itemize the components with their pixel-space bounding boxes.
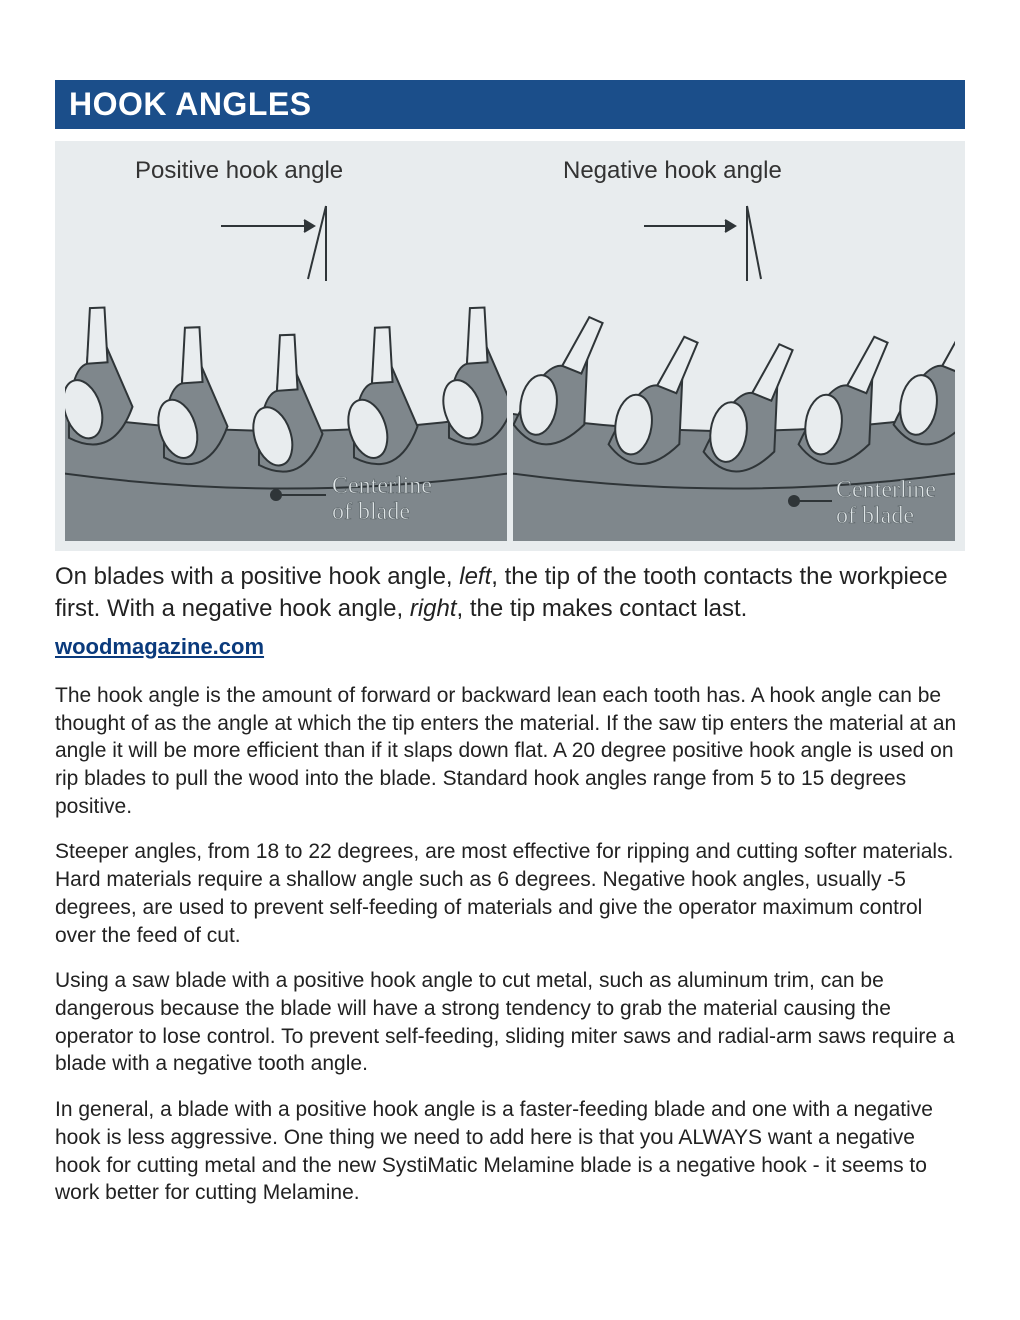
cap-pre1: On blades with a positive hook angle,: [55, 563, 459, 590]
centerline-text-2a: Centerline: [836, 477, 936, 503]
positive-svg: Centerline of blade: [65, 151, 507, 541]
centerline-text-1b: of blade: [332, 499, 410, 525]
cap-ital2: right: [410, 595, 457, 622]
paragraph-2: Steeper angles, from 18 to 22 degrees, a…: [55, 838, 965, 949]
section-banner: HOOK ANGLES: [55, 80, 965, 129]
negative-svg: Centerline of blade: [513, 151, 955, 541]
cap-post: , the tip makes contact last.: [457, 595, 748, 622]
cap-ital1: left: [459, 563, 491, 590]
diagram-caption: On blades with a positive hook angle, le…: [55, 561, 965, 626]
negative-panel: Negative hook angle Centerline of blade: [513, 151, 955, 541]
negative-label: Negative hook angle: [563, 157, 782, 185]
hook-angle-diagram: Positive hook angle Centerline of blade …: [55, 141, 965, 551]
centerline-text-2b: of blade: [836, 503, 914, 529]
paragraph-3: Using a saw blade with a positive hook a…: [55, 967, 965, 1078]
article-body: The hook angle is the amount of forward …: [55, 682, 965, 1207]
source-link[interactable]: woodmagazine.com: [55, 634, 965, 660]
paragraph-1: The hook angle is the amount of forward …: [55, 682, 965, 821]
positive-panel: Positive hook angle Centerline of blade: [65, 151, 507, 541]
paragraph-4: In general, a blade with a positive hook…: [55, 1096, 965, 1207]
centerline-text-1a: Centerline: [332, 473, 432, 499]
positive-label: Positive hook angle: [135, 157, 343, 185]
